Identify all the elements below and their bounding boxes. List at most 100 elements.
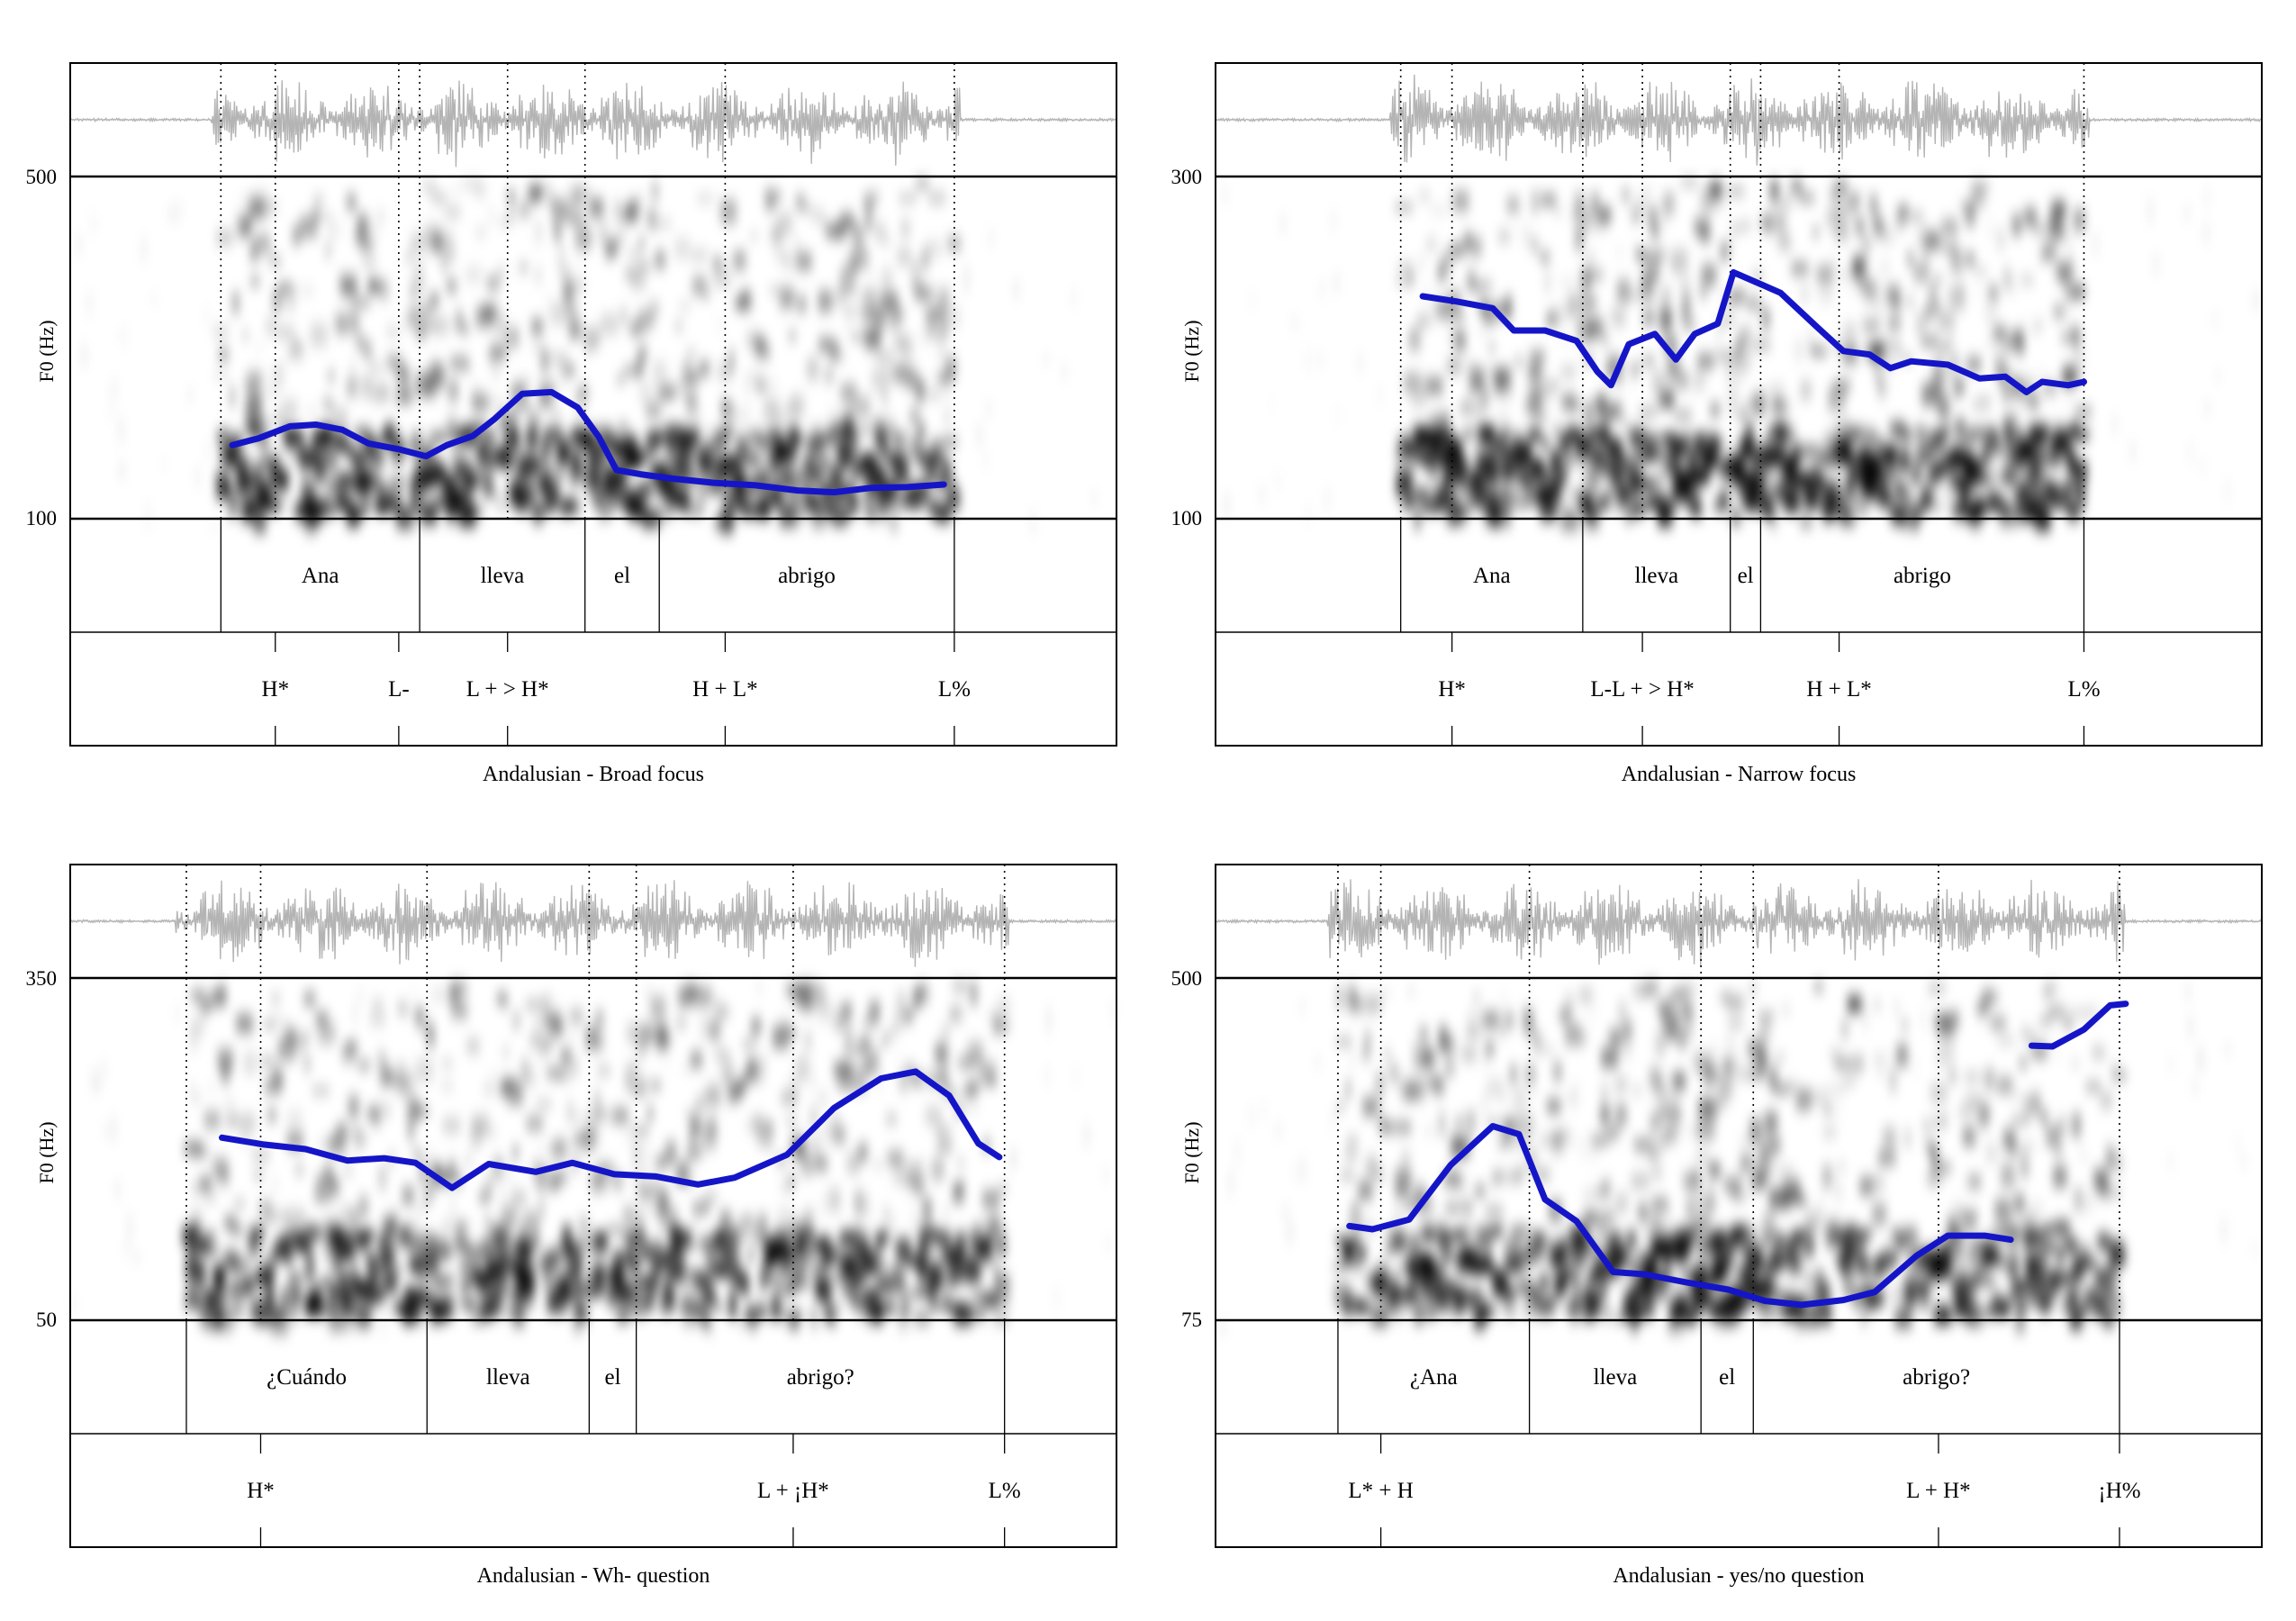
spectrogram-cell xyxy=(510,1294,522,1302)
spectrogram-cell xyxy=(341,1250,355,1259)
spectrogram-cell xyxy=(1528,384,1542,402)
spectrogram-cell xyxy=(1942,245,1957,252)
spectrogram-cell xyxy=(1775,1055,1785,1062)
spectrogram-cell xyxy=(418,1310,425,1327)
spectrogram-cell xyxy=(418,1204,429,1213)
spectrogram-cell xyxy=(346,475,363,489)
spectrogram-cell xyxy=(283,425,291,444)
spectrogram-cell xyxy=(1728,1260,1735,1270)
spectrogram-cell xyxy=(1553,1137,1557,1159)
spectrogram-cell xyxy=(475,1265,481,1283)
spectrogram-cell xyxy=(2011,1266,2018,1288)
spectrogram-cell xyxy=(700,361,710,376)
spectrogram-cell xyxy=(898,1316,908,1332)
spectrogram-cell xyxy=(2025,1235,2031,1248)
spectrogram-cell xyxy=(1514,456,1532,463)
spectrogram-cell xyxy=(1634,449,1652,463)
tone-label: ¡H% xyxy=(2098,1479,2140,1503)
spectrogram-cell xyxy=(170,205,174,222)
spectrogram-cell xyxy=(1590,192,1600,213)
spectrogram-cell xyxy=(968,1106,979,1111)
spectrogram-cell xyxy=(1699,287,1707,299)
spectrogram-cell xyxy=(1750,1243,1769,1254)
spectrogram-cell xyxy=(1863,321,1880,331)
spectrogram-cell xyxy=(273,1177,276,1192)
spectrogram-cell xyxy=(1569,492,1581,497)
spectrogram-cell xyxy=(637,1209,643,1233)
spectrogram-cell xyxy=(1364,995,1381,1014)
spectrogram-cell xyxy=(112,378,115,403)
spectrogram-cell xyxy=(1493,371,1501,391)
word-label: el xyxy=(614,564,630,588)
spectrogram-cell xyxy=(929,321,936,336)
spectrogram-cell xyxy=(992,1017,1005,1035)
spectrogram-cell xyxy=(218,349,229,360)
spectrogram-cell xyxy=(1768,422,1783,442)
spectrogram-cell xyxy=(354,1127,361,1150)
spectrogram-cell xyxy=(1438,1112,1446,1137)
spectrogram-cell xyxy=(675,456,687,462)
spectrogram-cell xyxy=(374,1118,380,1127)
spectrogram-cell xyxy=(1443,488,1458,506)
spectrogram-cell xyxy=(2081,1300,2089,1317)
spectrogram-cell xyxy=(1730,1188,1742,1200)
spectrogram-cell xyxy=(361,240,374,250)
spectrogram-cell xyxy=(642,1043,645,1058)
spectrogram-cell xyxy=(1395,1203,1401,1227)
spectrogram-cell xyxy=(682,1229,692,1245)
spectrogram-cell xyxy=(1443,459,1452,483)
spectrogram-cell xyxy=(695,1096,704,1114)
spectrogram-cell xyxy=(795,472,805,481)
spectrogram-cell xyxy=(883,1032,893,1041)
spectrogram-cell xyxy=(917,448,927,469)
spectrogram-cell xyxy=(773,1275,782,1281)
spectrogram-cell xyxy=(1443,1170,1460,1188)
spectrogram-cell xyxy=(587,426,596,440)
spectrogram-cell xyxy=(1816,452,1822,463)
spectrogram-cell xyxy=(1922,242,1929,263)
spectrogram-cell xyxy=(413,261,424,281)
y-tick-max: 300 xyxy=(1171,166,1203,188)
spectrogram-cell xyxy=(626,1127,629,1144)
spectrogram-cell xyxy=(992,1290,1009,1308)
spectrogram-cell xyxy=(747,1068,751,1089)
spectrogram-cell xyxy=(757,982,761,994)
spectrogram-cell xyxy=(1435,299,1449,319)
spectrogram-cell xyxy=(497,266,507,279)
spectrogram-cell xyxy=(1985,1143,1996,1164)
spectrogram-cell xyxy=(391,444,394,465)
spectrogram-cell xyxy=(287,345,303,360)
spectrogram-cell xyxy=(783,451,787,477)
spectrogram-cell xyxy=(1751,444,1760,456)
spectrogram-cell xyxy=(1615,1193,1629,1214)
spectrogram-cell xyxy=(2033,461,2041,479)
spectrogram-cell xyxy=(1852,1252,1867,1258)
spectrogram-cell xyxy=(243,1051,257,1074)
spectrogram-cell xyxy=(1952,1245,1960,1265)
spectrogram-cell xyxy=(1934,1160,1938,1178)
spectrogram-cell xyxy=(1695,1151,1709,1162)
spectrogram-cell xyxy=(454,1239,471,1254)
spectrogram-cell xyxy=(836,1081,854,1089)
spectrogram-cell xyxy=(2069,422,2080,434)
spectrogram-cell xyxy=(592,1281,605,1296)
spectrogram-cell xyxy=(1767,494,1775,501)
spectrogram-cell xyxy=(771,464,780,489)
spectrogram-cell xyxy=(351,358,355,376)
spectrogram-cell xyxy=(1439,1035,1455,1055)
spectrogram-cell xyxy=(1461,1046,1477,1062)
spectrogram-cell xyxy=(201,1000,212,1013)
spectrogram-cell xyxy=(1759,1016,1771,1030)
spectrogram-cell xyxy=(1015,279,1018,300)
spectrogram-cell xyxy=(391,1236,394,1246)
spectrogram-cell xyxy=(1909,476,1923,483)
spectrogram-cell xyxy=(1760,1148,1767,1160)
spectrogram-cell xyxy=(1853,1288,1864,1294)
spectrogram-cell xyxy=(812,1263,828,1269)
spectrogram-cell xyxy=(205,1293,214,1314)
spectrogram-cell xyxy=(2071,362,2075,388)
spectrogram-cell xyxy=(1621,188,1631,202)
spectrogram-cell xyxy=(925,240,942,258)
spectrogram-cell xyxy=(1741,223,1751,229)
spectrogram-cell xyxy=(2074,1188,2083,1211)
